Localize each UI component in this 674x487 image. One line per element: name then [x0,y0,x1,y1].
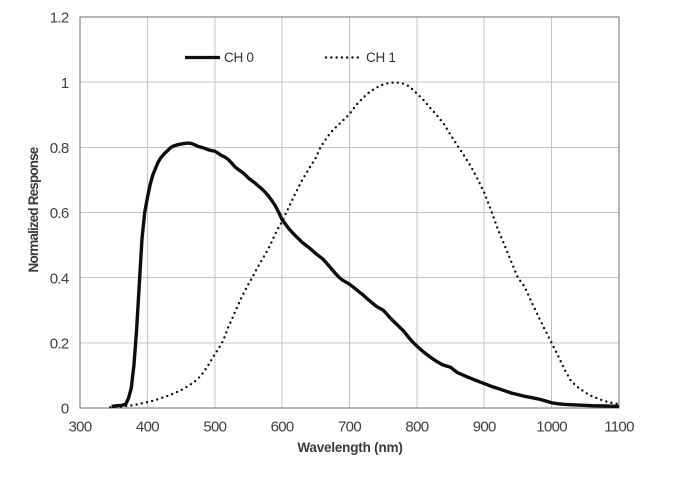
svg-text:1.2: 1.2 [50,10,69,27]
svg-text:1100: 1100 [604,419,634,436]
svg-text:400: 400 [136,419,159,436]
svg-text:800: 800 [405,419,428,436]
svg-text:500: 500 [203,419,226,436]
svg-text:Wavelength (nm): Wavelength (nm) [297,440,402,455]
svg-text:600: 600 [271,419,294,436]
svg-text:CH 1: CH 1 [366,50,396,65]
svg-text:CH 0: CH 0 [224,50,254,65]
svg-text:1: 1 [61,75,69,92]
svg-text:0: 0 [61,401,69,418]
svg-text:900: 900 [473,419,496,436]
svg-text:0.4: 0.4 [50,270,69,287]
svg-text:700: 700 [338,419,361,436]
svg-text:300: 300 [69,419,92,436]
svg-text:0.6: 0.6 [50,205,69,222]
svg-text:0.8: 0.8 [50,140,69,157]
svg-text:1000: 1000 [536,419,567,436]
svg-text:0.2: 0.2 [50,335,69,352]
svg-text:Normalized Response: Normalized Response [26,146,41,272]
